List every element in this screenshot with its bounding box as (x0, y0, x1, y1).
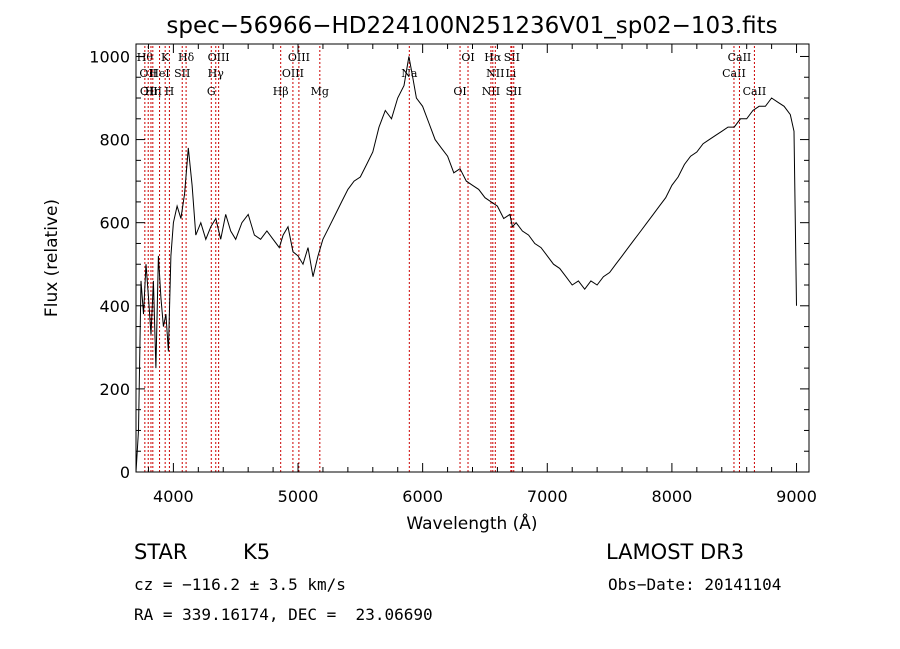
line-marker-label-8: Hδ (178, 51, 195, 64)
x-tick-label-4: 8000 (652, 487, 693, 506)
object-type: STAR (134, 540, 188, 564)
line-marker-label-13: OIII (282, 67, 304, 80)
y-tick-label-2: 400 (99, 297, 130, 316)
coordinates: RA = 339.16174, DEC = 23.06690 (134, 605, 433, 624)
line-marker-label-24: SII (506, 85, 522, 98)
line-marker-label-22: Li (505, 67, 516, 80)
line-marker-label-0: Hθ (137, 51, 154, 64)
line-marker-label-2: OIII (140, 85, 162, 98)
line-marker-label-20: Hα (484, 51, 502, 64)
line-marker-label-16: Na (401, 67, 418, 80)
y-tick-label-3: 600 (99, 214, 130, 233)
line-marker-label-3: Hη (145, 85, 161, 98)
y-tick-label-0: 0 (120, 463, 130, 482)
survey-name: LAMOST DR3 (606, 540, 745, 564)
chart-title: spec−56966−HD224100N251236V01_sp02−103.f… (166, 13, 777, 39)
x-tick-label-5: 9000 (776, 487, 817, 506)
line-marker-label-19: NII (482, 85, 500, 98)
axis-ticks: 4000 5000 6000 7000 8000 9000 0 200 400 600 800 100… (89, 44, 817, 506)
line-marker-label-5: K (161, 51, 170, 64)
y-tick-label-4: 800 (99, 131, 130, 150)
redshift-value: cz = −116.2 ± 3.5 km/s (134, 575, 346, 594)
line-marker-label-27: CaII (743, 85, 767, 98)
line-marker-label-10: Hγ (208, 67, 225, 80)
spectral-subclass: K5 (243, 540, 271, 564)
line-marker-label-11: OIII (208, 51, 230, 64)
y-axis-label: Flux (relative) (42, 199, 62, 317)
line-marker-label-14: OIII (288, 51, 310, 64)
line-marker-label-18: OI (461, 51, 474, 64)
x-axis-label: Wavelength (Å) (406, 512, 537, 534)
line-marker-label-17: OI (453, 85, 466, 98)
line-marker-label-26: CaII (728, 51, 752, 64)
line-marker-label-21: NII (486, 67, 504, 80)
x-tick-label-0: 4000 (153, 487, 194, 506)
line-marker-label-25: CaII (722, 67, 746, 80)
spectrum-layer (135, 56, 797, 473)
line-marker-label-7: SII (174, 67, 190, 80)
line-marker-label-9: G (207, 85, 216, 98)
spectrum-line-0 (135, 56, 797, 473)
line-marker-label-4: HeI (149, 67, 169, 80)
line-marker-label-15: Mg (311, 85, 329, 98)
line-marker-label-23: SII (504, 51, 520, 64)
x-tick-label-3: 7000 (527, 487, 568, 506)
line-marker-label-6: H (165, 85, 175, 98)
line-markers: HθOIIOIIIHηHeIKHSIIHδGHγOIIIHβOIIIOIIIMg… (137, 46, 767, 472)
plot-frame (135, 43, 810, 473)
y-tick-label-5: 1000 (89, 47, 130, 66)
x-tick-label-1: 5000 (278, 487, 319, 506)
x-tick-label-2: 6000 (402, 487, 443, 506)
obs-date: Obs−Date: 20141104 (608, 575, 782, 594)
y-tick-label-1: 200 (99, 380, 130, 399)
line-marker-label-12: Hβ (273, 85, 289, 98)
